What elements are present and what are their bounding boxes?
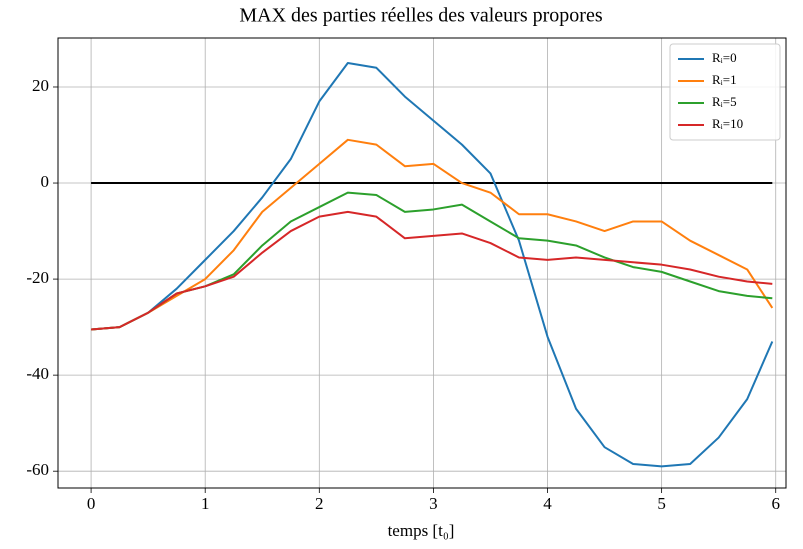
x-tick-label: 0 <box>87 494 96 513</box>
y-tick-label: 20 <box>32 76 49 95</box>
y-tick-label: 0 <box>41 172 50 191</box>
series-line <box>91 191 773 331</box>
x-tick-label: 1 <box>201 494 210 513</box>
series-line <box>91 210 773 331</box>
y-tick-label: -20 <box>26 268 49 287</box>
legend-label: Rᵢ=10 <box>712 116 743 131</box>
x-tick-label: 4 <box>543 494 552 513</box>
x-tick-label: 6 <box>771 494 780 513</box>
y-tick-label: -40 <box>26 364 49 383</box>
x-tick-label: 2 <box>315 494 324 513</box>
y-tick-label: -60 <box>26 460 49 479</box>
legend-box <box>669 43 781 141</box>
plot-frame <box>57 37 787 489</box>
series-line <box>91 138 774 331</box>
legend-label: Rᵢ=0 <box>712 50 737 65</box>
x-tick-label: 5 <box>657 494 666 513</box>
x-tick-label: 3 <box>429 494 438 513</box>
x-axis-label: temps [t₀] <box>388 521 455 540</box>
chart-title: MAX des parties réelles des valeurs prop… <box>239 5 602 27</box>
legend-label: Rᵢ=1 <box>712 72 737 87</box>
series-line <box>91 61 774 468</box>
legend-label: Rᵢ=5 <box>712 94 737 109</box>
